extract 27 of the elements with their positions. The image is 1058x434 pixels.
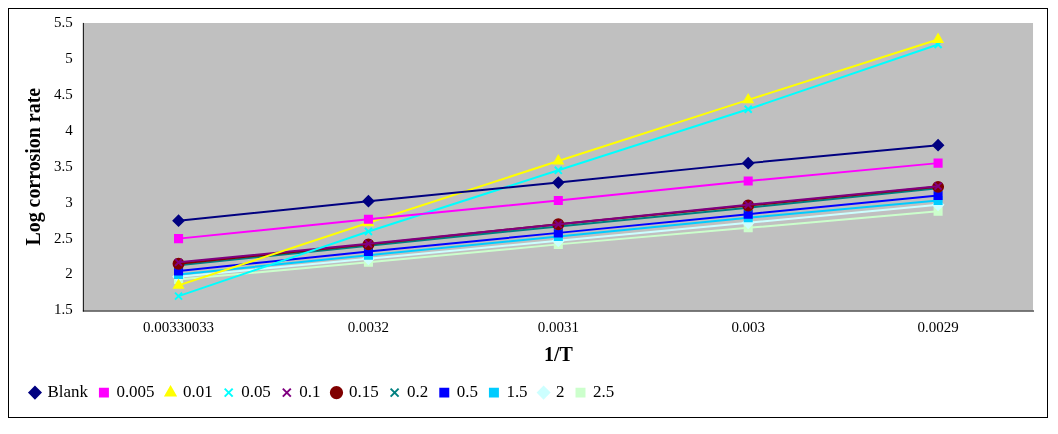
legend-label: 0.05 [241, 382, 271, 402]
legend-label: 0.15 [348, 382, 379, 402]
y-tick-label: 4 [65, 121, 74, 138]
y-tick-label: 5.5 [53, 13, 73, 30]
x-axis-title: 1/T [543, 343, 573, 366]
y-tick-label: 2 [65, 265, 73, 282]
y-tick-label: 2.5 [53, 229, 73, 246]
legend-label: Blank [47, 382, 89, 402]
legend-label: 0.2 [407, 382, 429, 402]
y-axis-title: Log corrosion rate [22, 87, 46, 246]
y-tick-label: 3 [65, 193, 73, 210]
legend-label: 0.01 [183, 382, 213, 402]
legend-label: 0.005 [116, 382, 155, 402]
x-tick-label: 0.0031 [537, 319, 579, 336]
legend-label: 0.1 [299, 382, 321, 402]
legend-label: 0.5 [456, 382, 478, 402]
legend-label: 2 [556, 382, 565, 402]
y-tick-label: 3.5 [53, 157, 73, 174]
legend-label: 1.5 [506, 382, 528, 402]
x-tick-label: 0.00330033 [143, 319, 215, 336]
y-tick-label: 1.5 [53, 301, 73, 318]
legend-label: 2.5 [592, 382, 615, 402]
y-tick-label: 5 [65, 49, 73, 66]
x-tick-label: 0.003 [731, 319, 766, 336]
y-tick-label: 4.5 [53, 85, 73, 102]
x-tick-label: 0.0032 [347, 319, 389, 336]
x-tick-label: 0.0029 [917, 319, 959, 336]
